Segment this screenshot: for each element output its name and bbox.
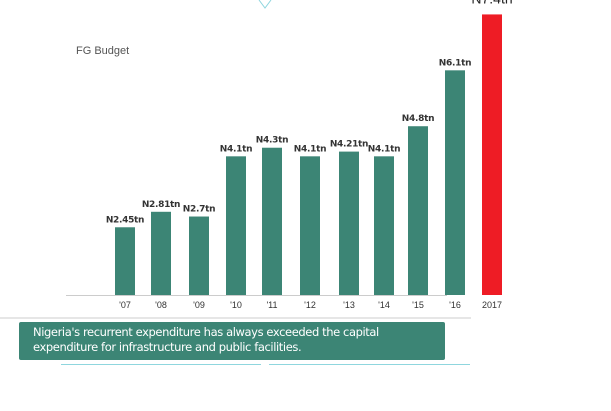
bar-1 — [151, 211, 171, 295]
bar-5 — [300, 156, 320, 295]
data-label-9: N6.1tn — [439, 58, 471, 68]
x-tick-5: '12 — [304, 300, 316, 310]
chart-title: FG Budget — [76, 45, 129, 57]
bar-2 — [189, 216, 209, 295]
x-tick-1: '08 — [155, 300, 167, 310]
data-label-8: N4.8tn — [402, 114, 434, 124]
accent-line-left — [61, 364, 261, 365]
x-tick-0: '07 — [119, 300, 131, 310]
x-tick-10: 2017 — [482, 300, 502, 310]
separator — [0, 317, 471, 319]
x-tick-6: '13 — [343, 300, 355, 310]
note-banner: Nigeria's recurrent expenditure has alwa… — [19, 322, 445, 360]
data-label-5: N4.1tn — [294, 144, 326, 154]
x-tick-3: '10 — [230, 300, 242, 310]
data-label-4: N4.3tn — [256, 136, 288, 146]
bar-7 — [374, 156, 394, 295]
data-label-3: N4.1tn — [220, 144, 252, 154]
x-tick-2: '09 — [193, 300, 205, 310]
data-label-7: N4.1tn — [368, 144, 400, 154]
bar-3 — [226, 156, 246, 295]
bar-10 — [482, 14, 502, 296]
budget-bar-chart: FG Budget N2.45tn '07 N2.81tn '08 N2.7tn '09 N… — [66, 0, 513, 310]
bar-4 — [262, 147, 282, 295]
bar-8 — [408, 126, 428, 295]
pointer-notch-top — [258, 0, 272, 9]
data-label-2: N2.7tn — [183, 205, 215, 215]
x-tick-7: '14 — [378, 300, 390, 310]
x-tick-8: '15 — [412, 300, 424, 310]
data-label-0: N2.45tn — [106, 215, 144, 225]
accent-line-right — [269, 364, 470, 365]
x-tick-4: '11 — [266, 300, 277, 310]
note-text: Nigeria's recurrent expenditure has alwa… — [33, 325, 379, 354]
data-label-1: N2.81tn — [142, 200, 180, 210]
bar-9 — [445, 70, 465, 295]
bar-0 — [115, 227, 135, 295]
data-label-10: N7.4tn — [471, 0, 512, 6]
data-label-6: N4.21tn — [330, 140, 368, 150]
bar-6 — [339, 151, 359, 295]
x-tick-9: '16 — [449, 300, 461, 310]
